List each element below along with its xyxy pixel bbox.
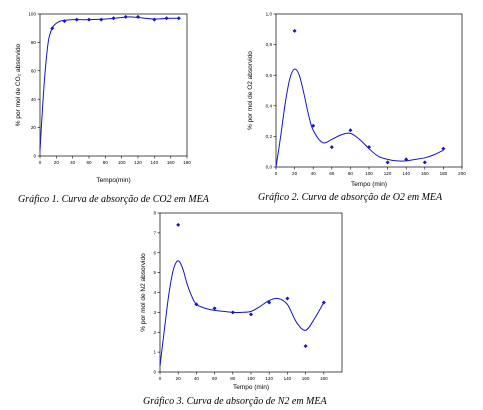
x-tick-label: 160 [302, 376, 310, 381]
y-tick-label: 20 [31, 125, 37, 130]
x-tick-label: 140 [284, 376, 292, 381]
data-point [441, 146, 446, 151]
x-tick-label: 180 [320, 376, 328, 381]
x-tick-label: 100 [365, 171, 373, 176]
x-tick-label: 120 [134, 160, 142, 165]
fit-curve [275, 68, 444, 168]
data-point [422, 160, 427, 165]
x-tick-label: 20 [54, 160, 60, 165]
x-tick-label: 40 [70, 160, 76, 165]
data-point [212, 306, 217, 311]
x-tick-label: 80 [230, 376, 236, 381]
x-tick-label: 160 [167, 160, 175, 165]
y-tick-label: 100 [28, 12, 36, 17]
data-point [292, 28, 297, 33]
x-tick-label: 0 [39, 160, 42, 165]
y-tick-label: 0,8 [266, 42, 273, 47]
x-tick-label: 40 [194, 376, 200, 381]
y-tick-label: 0,0 [266, 165, 273, 170]
y-tick-label: 8 [153, 211, 156, 216]
caption-n2: Gráfico 3. Curva de absorção de N2 em ME… [143, 396, 327, 407]
fit-curve [159, 260, 325, 367]
x-tick-label: 120 [384, 171, 392, 176]
data-point [348, 128, 353, 133]
x-tick-label: 180 [183, 160, 191, 165]
data-point [385, 160, 390, 165]
y-axis-label: % por mol de O2 absorvido [247, 51, 254, 130]
y-tick-label: 4 [153, 290, 156, 295]
x-tick-label: 200 [458, 171, 466, 176]
x-tick-label: 100 [247, 376, 255, 381]
x-tick-label: 20 [176, 376, 182, 381]
y-axis-label: % por mol de N2 absorvido [140, 253, 147, 332]
y-tick-label: 7 [153, 230, 156, 235]
y-tick-label: 0 [153, 370, 156, 375]
caption-o2: Gráfico 2. Curva de absorção de O2 em ME… [258, 192, 443, 203]
x-tick-label: 60 [212, 376, 218, 381]
x-tick-label: 180 [440, 171, 448, 176]
x-tick-label: 40 [311, 171, 317, 176]
x-tick-label: 140 [402, 171, 410, 176]
caption-co2: Gráfico 1. Curva de absorção de CO2 em M… [18, 194, 209, 205]
y-axis-label: % por mol de CO₂ absorvido [15, 43, 22, 126]
x-tick-label: 0 [275, 171, 278, 176]
y-tick-label: 0,2 [266, 134, 273, 139]
x-tick-label: 80 [348, 171, 354, 176]
fit-curve [39, 16, 179, 151]
plot-frame [39, 13, 188, 157]
y-tick-label: 1 [153, 350, 156, 355]
data-point [329, 145, 334, 150]
y-tick-label: 0,4 [266, 103, 273, 108]
y-tick-label: 80 [31, 40, 37, 45]
y-tick-label: 2 [153, 330, 156, 335]
x-tick-label: 140 [150, 160, 158, 165]
data-point [303, 344, 308, 349]
x-tick-label: 20 [292, 171, 298, 176]
x-axis-label: Tempo(min) [96, 177, 130, 184]
y-tick-label: 60 [31, 68, 37, 73]
x-axis-label: Tempo (min) [351, 181, 387, 188]
plot-frame [159, 212, 343, 373]
data-point [176, 222, 181, 227]
x-tick-label: 160 [421, 171, 429, 176]
x-tick-label: 100 [118, 160, 126, 165]
data-point [249, 312, 253, 317]
x-tick-label: 0 [159, 376, 162, 381]
x-tick-label: 80 [103, 160, 109, 165]
y-tick-label: 5 [153, 270, 156, 275]
x-tick-label: 120 [265, 376, 273, 381]
y-tick-label: 6 [153, 250, 156, 255]
x-tick-label: 60 [86, 160, 92, 165]
y-tick-label: 40 [31, 97, 37, 102]
y-tick-label: 0 [33, 154, 36, 159]
x-tick-label: 60 [329, 171, 335, 176]
y-tick-label: 0,6 [266, 73, 273, 78]
y-tick-label: 3 [153, 310, 156, 315]
data-point [285, 296, 290, 301]
x-axis-label: Tempo (min) [233, 384, 269, 391]
y-tick-label: 1,0 [266, 12, 273, 17]
